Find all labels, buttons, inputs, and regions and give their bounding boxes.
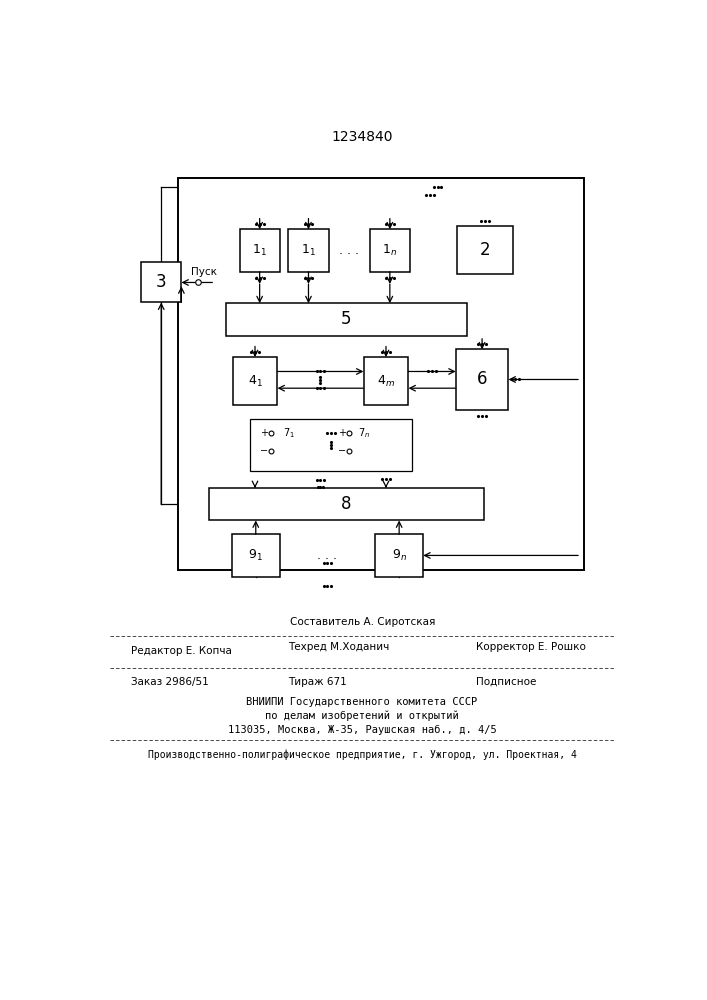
- Bar: [233, 357, 277, 405]
- Text: Корректор Е. Рошко: Корректор Е. Рошко: [476, 642, 586, 652]
- Text: ВНИИПИ Государственного комитета СССР: ВНИИПИ Государственного комитета СССР: [246, 697, 477, 707]
- Bar: [250, 419, 412, 471]
- Bar: [232, 534, 280, 577]
- Text: +: +: [338, 428, 346, 438]
- Text: 113035, Москва, Ж-35, Раушская наб., д. 4/5: 113035, Москва, Ж-35, Раушская наб., д. …: [228, 725, 496, 735]
- Text: −: −: [260, 446, 269, 456]
- Bar: [370, 229, 410, 272]
- Text: $9_1$: $9_1$: [248, 548, 263, 563]
- Text: 5: 5: [341, 310, 351, 328]
- Text: +: +: [260, 428, 268, 438]
- Text: $4_m$: $4_m$: [377, 373, 395, 389]
- Text: $4_1$: $4_1$: [247, 373, 262, 389]
- Bar: [209, 488, 484, 520]
- Bar: [240, 229, 280, 272]
- Text: Редактор Е. Копча: Редактор Е. Копча: [131, 646, 232, 656]
- Bar: [375, 534, 423, 577]
- Text: Производственно-полиграфическое предприятие, г. Ужгород, ул. Проектная, 4: Производственно-полиграфическое предприя…: [148, 750, 576, 760]
- Bar: [141, 262, 182, 302]
- Bar: [457, 226, 513, 274]
- Text: $9_n$: $9_n$: [392, 548, 407, 563]
- Text: Заказ 2986/51: Заказ 2986/51: [131, 677, 209, 687]
- Text: $1_1$: $1_1$: [301, 243, 316, 258]
- Text: по делам изобретений и открытий: по делам изобретений и открытий: [265, 711, 459, 721]
- Text: . . .: . . .: [339, 244, 359, 257]
- Text: $7_1$: $7_1$: [283, 426, 295, 440]
- Text: Составитель А. Сиротская: Составитель А. Сиротская: [290, 617, 436, 627]
- Text: $7_n$: $7_n$: [358, 426, 370, 440]
- Text: Техред М.Xоданич: Техред М.Xоданич: [288, 642, 390, 652]
- Bar: [456, 349, 508, 410]
- Bar: [177, 178, 585, 570]
- Text: 6: 6: [477, 370, 487, 388]
- Text: Тираж 671: Тираж 671: [288, 677, 347, 687]
- Text: 3: 3: [156, 273, 167, 291]
- Bar: [288, 229, 329, 272]
- Text: 8: 8: [341, 495, 351, 513]
- Text: . . .: . . .: [317, 549, 337, 562]
- Text: Подписное: Подписное: [476, 677, 536, 687]
- Text: $1_n$: $1_n$: [382, 243, 397, 258]
- Text: −: −: [338, 446, 346, 456]
- Text: Пуск: Пуск: [191, 267, 216, 277]
- Bar: [363, 357, 409, 405]
- Text: 1234840: 1234840: [331, 130, 392, 144]
- Bar: [226, 303, 467, 336]
- Text: $1_1$: $1_1$: [252, 243, 267, 258]
- Text: 2: 2: [480, 241, 491, 259]
